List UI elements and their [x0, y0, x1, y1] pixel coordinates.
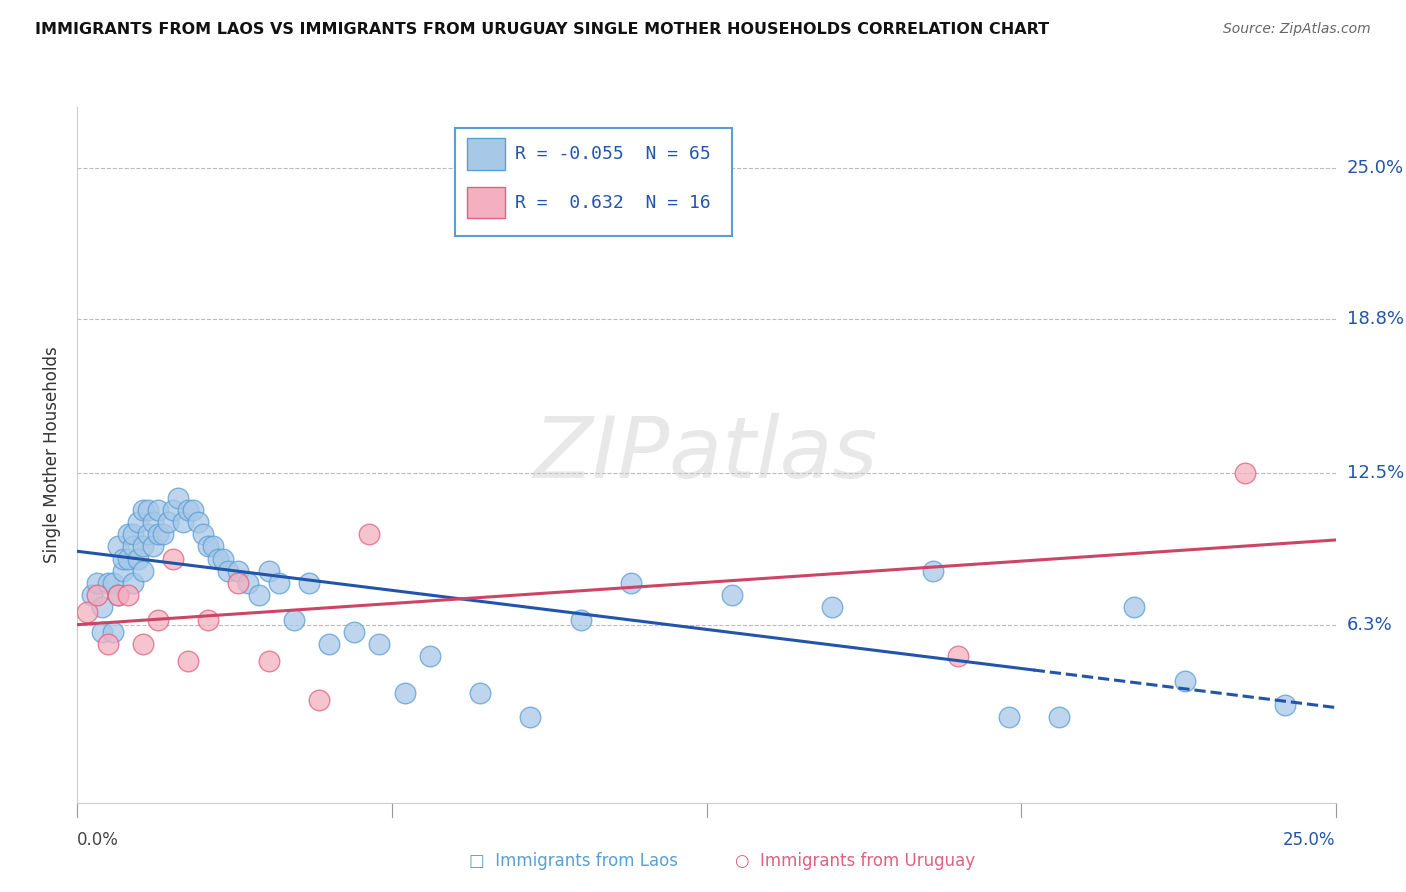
- Point: [101, 624, 124, 639]
- Point: [620, 576, 643, 591]
- Point: [948, 649, 970, 664]
- Point: [207, 551, 229, 566]
- Point: [181, 503, 204, 517]
- Text: Source: ZipAtlas.com: Source: ZipAtlas.com: [1223, 22, 1371, 37]
- Point: [76, 606, 98, 620]
- Point: [298, 576, 321, 591]
- Point: [142, 540, 165, 554]
- Point: [308, 693, 330, 707]
- Point: [117, 527, 139, 541]
- Point: [247, 588, 270, 602]
- Point: [343, 624, 366, 639]
- Point: [821, 600, 844, 615]
- Y-axis label: Single Mother Households: Single Mother Households: [44, 347, 62, 563]
- Point: [96, 576, 118, 591]
- FancyBboxPatch shape: [467, 138, 505, 169]
- Text: ZIPatlas: ZIPatlas: [534, 413, 879, 497]
- Point: [146, 613, 169, 627]
- Point: [121, 576, 143, 591]
- Text: R = -0.055  N = 65: R = -0.055 N = 65: [515, 145, 711, 163]
- Point: [1174, 673, 1197, 688]
- Point: [419, 649, 441, 664]
- Point: [96, 637, 118, 651]
- Point: [1274, 698, 1296, 713]
- Point: [228, 564, 250, 578]
- Point: [156, 515, 179, 529]
- Point: [187, 515, 209, 529]
- Text: 25.0%: 25.0%: [1347, 159, 1405, 178]
- Point: [202, 540, 225, 554]
- Point: [162, 551, 184, 566]
- Point: [121, 527, 143, 541]
- Text: 0.0%: 0.0%: [77, 830, 120, 848]
- Point: [146, 503, 169, 517]
- Point: [132, 637, 155, 651]
- Point: [111, 564, 134, 578]
- Point: [142, 515, 165, 529]
- Point: [997, 710, 1019, 724]
- Point: [1047, 710, 1070, 724]
- Point: [162, 503, 184, 517]
- Point: [121, 540, 143, 554]
- FancyBboxPatch shape: [467, 187, 505, 219]
- Point: [359, 527, 381, 541]
- Text: □  Immigrants from Laos: □ Immigrants from Laos: [470, 852, 679, 870]
- Point: [127, 551, 149, 566]
- Point: [191, 527, 215, 541]
- Text: 18.8%: 18.8%: [1347, 310, 1403, 328]
- Point: [267, 576, 290, 591]
- Point: [177, 654, 200, 668]
- Point: [117, 588, 139, 602]
- Point: [91, 624, 114, 639]
- Point: [136, 527, 159, 541]
- Point: [1234, 467, 1257, 481]
- Point: [132, 540, 155, 554]
- Point: [132, 503, 155, 517]
- Point: [197, 613, 219, 627]
- Point: [107, 540, 129, 554]
- Text: 25.0%: 25.0%: [1284, 830, 1336, 848]
- FancyBboxPatch shape: [456, 128, 731, 235]
- Text: R =  0.632  N = 16: R = 0.632 N = 16: [515, 194, 711, 212]
- Point: [86, 588, 108, 602]
- Text: ○  Immigrants from Uruguay: ○ Immigrants from Uruguay: [735, 852, 974, 870]
- Point: [368, 637, 391, 651]
- Point: [238, 576, 260, 591]
- Point: [228, 576, 250, 591]
- Point: [107, 588, 129, 602]
- Point: [101, 576, 124, 591]
- Point: [82, 588, 104, 602]
- Point: [152, 527, 174, 541]
- Point: [172, 515, 194, 529]
- Point: [132, 564, 155, 578]
- Point: [127, 515, 149, 529]
- Point: [107, 588, 129, 602]
- Point: [117, 551, 139, 566]
- Text: 6.3%: 6.3%: [1347, 615, 1392, 633]
- Point: [318, 637, 340, 651]
- Point: [136, 503, 159, 517]
- Text: IMMIGRANTS FROM LAOS VS IMMIGRANTS FROM URUGUAY SINGLE MOTHER HOUSEHOLDS CORRELA: IMMIGRANTS FROM LAOS VS IMMIGRANTS FROM …: [35, 22, 1049, 37]
- Point: [257, 654, 280, 668]
- Point: [394, 686, 416, 700]
- Point: [146, 527, 169, 541]
- Point: [167, 491, 190, 505]
- Point: [91, 600, 114, 615]
- Point: [1123, 600, 1146, 615]
- Point: [468, 686, 491, 700]
- Point: [569, 613, 592, 627]
- Point: [283, 613, 305, 627]
- Point: [519, 710, 541, 724]
- Point: [197, 540, 219, 554]
- Point: [257, 564, 280, 578]
- Point: [212, 551, 235, 566]
- Point: [111, 551, 134, 566]
- Point: [177, 503, 200, 517]
- Point: [217, 564, 239, 578]
- Point: [86, 576, 108, 591]
- Point: [922, 564, 945, 578]
- Point: [720, 588, 742, 602]
- Text: 12.5%: 12.5%: [1347, 464, 1405, 483]
